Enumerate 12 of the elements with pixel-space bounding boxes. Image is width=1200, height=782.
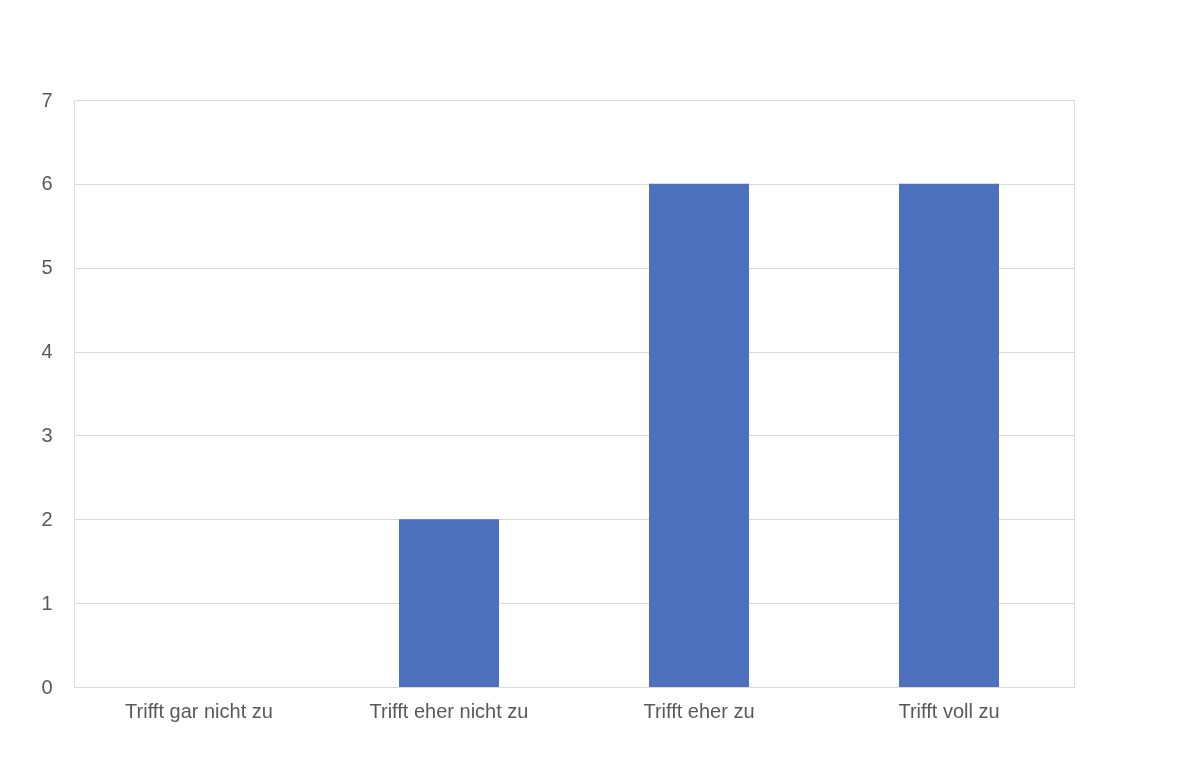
y-tick-label: 1 [41, 591, 53, 614]
x-tick-label: Trifft voll zu [898, 699, 1000, 722]
y-tick-label: 4 [41, 340, 53, 363]
y-tick-label: 0 [41, 675, 53, 698]
y-tick-label: 7 [41, 88, 53, 111]
x-tick-label: Trifft gar nicht zu [125, 699, 273, 722]
y-tick-label: 5 [41, 256, 53, 279]
y-tick-label: 6 [41, 172, 53, 195]
x-tick-label: Trifft eher zu [643, 699, 755, 722]
y-tick-label: 2 [41, 507, 53, 530]
y-tick-label: 3 [41, 423, 53, 446]
x-tick-label: Trifft eher nicht zu [369, 699, 529, 722]
